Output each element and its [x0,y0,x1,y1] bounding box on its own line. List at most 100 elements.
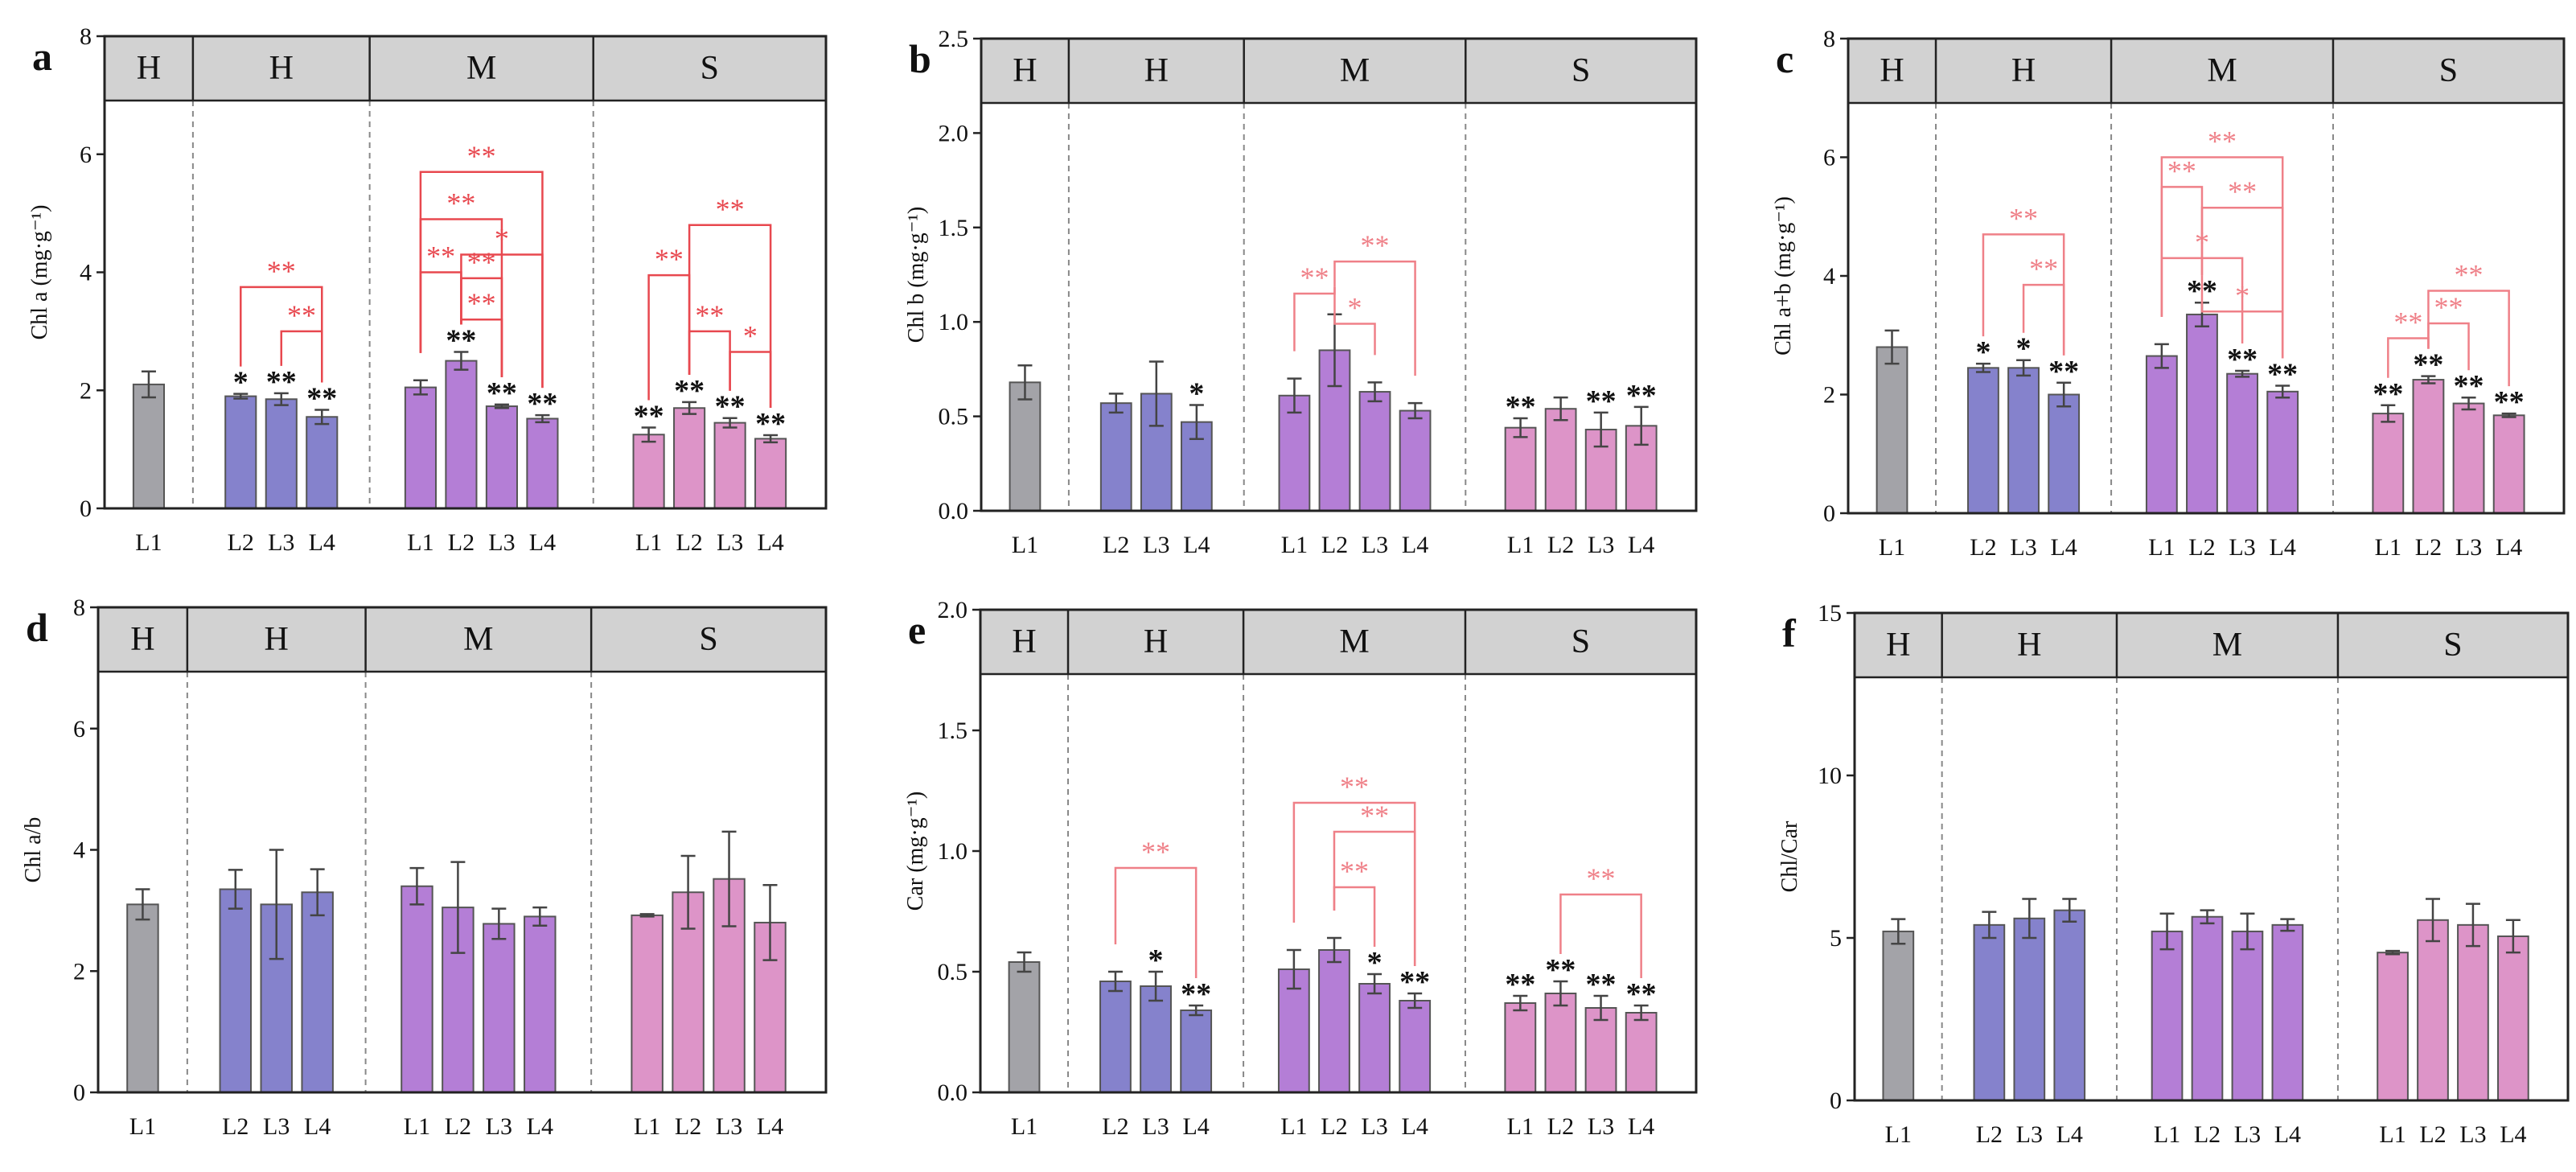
bracket-label: ** [2208,125,2237,158]
significance-mark: ** [2267,357,2298,391]
significance-bracket [1559,893,1642,978]
bar [2013,917,2046,1102]
significance-bracket [729,351,772,409]
significance-bracket [1293,286,1336,352]
significance-bracket [1333,886,1376,947]
x-tick-label: L3 [1361,1113,1387,1140]
group-header-label: H [1144,52,1169,89]
y-tick-label: 1.0 [938,838,968,865]
group-header-label: S [700,50,719,87]
axes-frame [980,37,1698,512]
x-tick-label: L1 [2154,1121,2180,1148]
x-tick-label: L2 [676,529,702,556]
bar [632,434,665,509]
bar [2377,952,2409,1102]
x-tick-label: L1 [1885,1121,1912,1148]
y-tick-label: 4 [73,837,85,864]
y-tick-label: 6 [73,716,85,742]
bracket-label: ** [2434,291,2463,323]
x-tick-label: L1 [1507,1113,1534,1140]
x-tick-label: L3 [486,1113,512,1140]
significance-mark: ** [2454,369,2484,403]
header-band [1848,39,2564,103]
group-header-label: H [2011,52,2036,89]
bar [1358,391,1391,512]
group-header-label: S [699,621,717,658]
group-header-label: H [1880,52,1904,89]
bar [2151,930,2184,1102]
x-tick-label: L2 [1547,532,1574,558]
x-tick-label: L2 [1103,532,1129,558]
x-tick-label: L3 [1143,532,1169,558]
bracket-label: * [495,222,509,254]
x-tick-label: L3 [2459,1121,2486,1148]
bracket-label: ** [467,287,496,319]
x-tick-label: L1 [1507,532,1534,558]
panel-letter: e [908,607,926,652]
y-tick-label: 0 [73,1079,85,1106]
bracket-label: ** [267,255,296,287]
y-tick-label: 8 [80,23,92,50]
group-header-label: S [2443,627,2462,664]
x-tick-label: L1 [1879,534,1905,561]
significance-bracket [647,273,691,401]
significance-bracket [2160,257,2244,343]
bar [713,422,746,510]
y-tick-label: 0 [1830,1088,1842,1114]
y-tick-label: 2 [1823,382,1835,409]
x-tick-label: L4 [1402,1113,1428,1140]
significance-mark: ** [487,376,517,410]
x-tick-label: L1 [1280,1113,1307,1140]
significance-bracket [419,171,544,389]
bracket-label: ** [1300,261,1329,294]
bar [1180,1010,1213,1093]
y-axis-label: Chl a+b (mg·g⁻¹) [1771,196,1796,356]
bar [2492,414,2525,514]
group-header-label: H [1886,627,1910,664]
significance-mark: ** [715,390,746,424]
group-header-label: S [1571,623,1590,660]
significance-bracket [2200,206,2284,359]
header-band [98,607,826,672]
bracket-label: ** [2009,202,2038,234]
bracket-label: ** [716,193,745,225]
x-tick-label: L2 [1976,1121,2003,1148]
y-tick-label: 0 [1823,500,1835,527]
x-tick-label: L1 [635,529,662,556]
significance-mark: ** [306,381,337,415]
bar [2372,413,2405,514]
bracket-label: ** [2029,253,2058,285]
panel-letter: a [32,34,52,79]
bar [1544,408,1577,512]
bar [2186,313,2218,514]
x-tick-label: L2 [1970,534,1996,561]
x-tick-label: L2 [1321,1113,1347,1140]
x-tick-label: L4 [757,529,783,556]
bar [1099,981,1132,1093]
bracket-label: ** [2455,258,2484,290]
bracket-label: ** [2228,175,2257,208]
group-header-label: M [466,50,496,87]
significance-bracket [2022,283,2065,356]
panel-a: H H M SL1*L2**L3**L4 L1**L2**L3**L4**L1**L2*… [27,23,828,556]
significance-mark: * [1975,335,1991,369]
bar [2266,390,2299,514]
bar [1876,346,1908,514]
x-tick-label: L2 [448,529,475,556]
y-axis-label: Chl b (mg·g⁻¹) [904,207,929,343]
bar [754,438,787,509]
x-tick-label: L3 [717,529,743,556]
significance-mark: ** [674,374,705,408]
panel-letter: c [1776,36,1793,81]
x-tick-label: L3 [268,529,294,556]
bar [1358,983,1391,1093]
x-tick-label: L4 [1182,1113,1209,1140]
x-tick-label: L3 [2234,1121,2261,1148]
bracket-label: ** [446,187,475,219]
bar [1625,1012,1658,1093]
x-tick-label: L4 [527,1113,553,1140]
significance-bracket [2427,290,2510,387]
x-tick-label: L4 [529,529,556,556]
bracket-label: ** [1360,800,1389,832]
bar [673,407,706,510]
